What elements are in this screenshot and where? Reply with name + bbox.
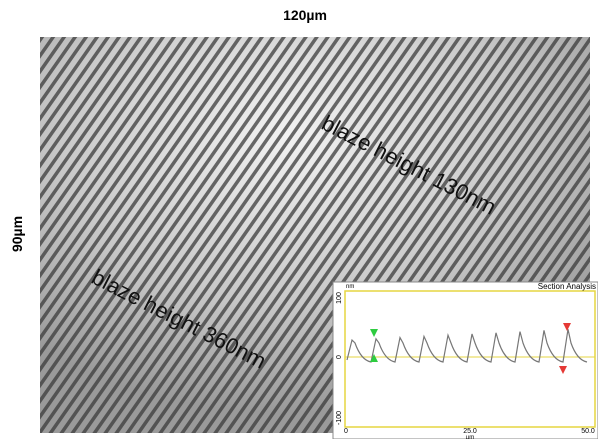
x-tick-label: 0 bbox=[344, 428, 348, 435]
inset-title: Section Analysis bbox=[538, 282, 596, 291]
y-tick-label: -100 bbox=[336, 411, 343, 425]
x-tick-label: 50.0 bbox=[581, 428, 595, 435]
y-tick-label: 100 bbox=[336, 292, 343, 304]
height-label: 90µm bbox=[9, 216, 25, 252]
width-label: 120µm bbox=[283, 7, 327, 23]
y-tick-label: 0 bbox=[336, 355, 343, 359]
y-unit: nm bbox=[346, 284, 354, 290]
section-inset: Section Analysis nm 100 0 -100 0 25.0 50… bbox=[333, 282, 598, 439]
figure: 120µm 90µm blaze height 130nm blaze heig… bbox=[0, 0, 598, 439]
x-unit: µm bbox=[466, 435, 474, 439]
x-tick-label: 25.0 bbox=[463, 428, 477, 435]
